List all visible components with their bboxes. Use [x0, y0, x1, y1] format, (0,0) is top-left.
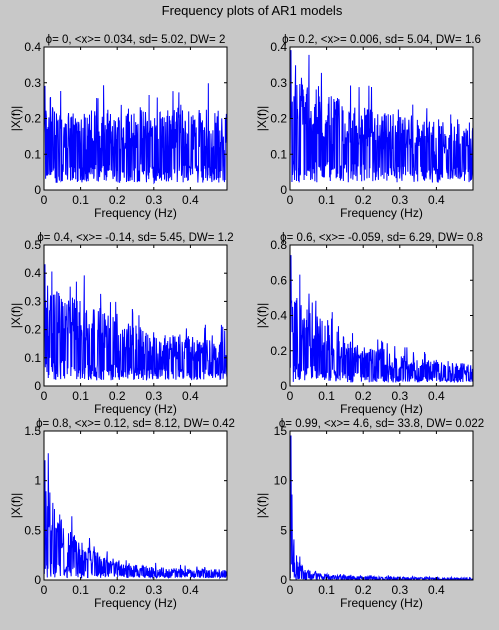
y-tick-label: 0	[34, 573, 41, 587]
subplot-2: 0 0.1 0.2 0.3 0.400.10.20.30.4ϕ= 0.2, <x>= 0…	[255, 34, 481, 220]
axes-frame	[289, 430, 474, 581]
y-tick-label: 0	[280, 183, 287, 197]
x-tick-label: 0.4	[182, 193, 199, 207]
y-tick-label: 0.3	[270, 76, 287, 90]
y-tick-label: 0.2	[24, 323, 41, 337]
y-tick-label: 0	[34, 379, 41, 393]
x-tick-label: 0.4	[428, 193, 445, 207]
y-axis-label: |X(f)|	[9, 493, 23, 519]
y-tick-label: 0.4	[24, 266, 41, 280]
subplot-title: ϕ= 0.4, <x>= -0.14, sd= 5.45, DW= 1.2	[37, 232, 233, 244]
y-tick-label: 0.1	[24, 147, 41, 161]
x-tick-label: 0.2	[109, 583, 126, 597]
subplot-title: ϕ= 0.99, <x>= 4.6, sd= 33.8, DW= 0.022	[279, 418, 484, 430]
x-tick-label: 0.2	[355, 389, 372, 403]
x-tick-label: 0.2	[355, 193, 372, 207]
y-tick-label: 0.2	[270, 344, 287, 358]
x-tick-label: 0.1	[72, 193, 89, 207]
x-tick-label: 0	[41, 583, 48, 597]
axes-frame	[43, 244, 228, 387]
subplot-title: ϕ= 0.2, <x>= 0.006, sd= 5.04, DW= 1.6	[282, 34, 481, 46]
y-tick-label: 0.3	[24, 76, 41, 90]
x-tick-label: 0	[41, 389, 48, 403]
subplot-1: 0 0.1 0.2 0.3 0.4 0 0.1 0.2 0.3 0.4 ϕ= 0, <x>= 0.0…	[9, 34, 228, 220]
x-tick-label: 0	[287, 193, 294, 207]
y-tick-label: 0.5	[24, 238, 41, 252]
x-tick-label: 0.3	[391, 193, 408, 207]
subplot-title: ϕ= 0.8, <x>= 0.12, sd= 8.12, DW= 0.42	[36, 418, 235, 430]
x-tick-label: 0.1	[72, 389, 89, 403]
y-axis-label: |X(f)|	[255, 493, 269, 519]
subplot-5: 0 0.1 0.2 0.3 0.4 0 0.5 1 1.5ϕ= 0.8, <x>= 0.12, …	[9, 418, 235, 610]
y-tick-label: 0	[280, 573, 287, 587]
axes-frame	[43, 430, 228, 581]
y-tick-label: 0.2	[24, 112, 41, 126]
spectrum-line	[44, 83, 227, 185]
x-tick-label: 0.3	[145, 583, 162, 597]
x-tick-label: 0	[287, 583, 294, 597]
x-tick-label: 0.4	[182, 583, 199, 597]
y-tick-label: 0.3	[24, 294, 41, 308]
y-tick-label: 10	[274, 474, 288, 488]
y-tick-label: 0.4	[270, 309, 287, 323]
x-axis-label: Frequency (Hz)	[94, 402, 177, 416]
x-tick-label: 0	[287, 389, 294, 403]
x-tick-label: 0.3	[391, 389, 408, 403]
spectrum-line	[290, 435, 473, 580]
y-tick-label: 0.1	[270, 147, 287, 161]
x-axis-label: Frequency (Hz)	[340, 402, 423, 416]
spectrum-line	[290, 255, 473, 384]
y-tick-label: 1	[34, 474, 41, 488]
subplot-title: ϕ= 0.6, <x>= -0.059, sd= 6.29, DW= 0.8	[280, 232, 483, 244]
x-tick-label: 0.2	[109, 389, 126, 403]
y-axis-label: |X(f)|	[9, 106, 23, 132]
x-axis-label: Frequency (Hz)	[340, 206, 423, 220]
x-tick-label: 0.4	[182, 389, 199, 403]
x-tick-label: 0.1	[318, 389, 335, 403]
y-axis-label: |X(f)|	[255, 303, 269, 329]
x-axis-label: Frequency (Hz)	[94, 206, 177, 220]
spectrum-line	[44, 264, 227, 381]
y-tick-label: 15	[274, 424, 288, 438]
x-tick-label: 0.1	[72, 583, 89, 597]
y-axis-label: |X(f)|	[9, 303, 23, 329]
x-tick-label: 0.3	[145, 389, 162, 403]
x-tick-label: 0.3	[391, 583, 408, 597]
subplot-title: ϕ= 0, <x>= 0.034, sd= 5.02, DW= 2	[46, 34, 226, 46]
y-tick-label: 0.1	[24, 351, 41, 365]
spectrum-line	[290, 50, 473, 183]
y-tick-label: 0.6	[270, 273, 287, 287]
x-tick-label: 0.2	[355, 583, 372, 597]
x-tick-label: 0.4	[428, 583, 445, 597]
y-tick-label: 1.5	[24, 424, 41, 438]
x-axis-label: Frequency (Hz)	[94, 596, 177, 610]
axes-background	[290, 431, 473, 580]
x-tick-label: 0.3	[145, 193, 162, 207]
y-tick-label: 0.4	[24, 40, 41, 54]
x-tick-label: 0.1	[318, 583, 335, 597]
x-tick-label: 0	[41, 193, 48, 207]
spectrum-line	[44, 453, 227, 580]
subplot-6: 0 0.1 0.2 0.3 0.4 0 5 10 15ϕ= 0.99, <x>= 4.6, sd…	[255, 418, 484, 610]
y-tick-label: 0.4	[270, 40, 287, 54]
x-tick-label: 0.1	[318, 193, 335, 207]
y-tick-label: 5	[280, 523, 287, 537]
subplot-3: 0 0.1 0.2 0.3 0.4 0 0.1 0.2 0.3 0.4 0.5ϕ= 0.4, <x>…	[9, 232, 234, 416]
y-tick-label: 0	[280, 379, 287, 393]
figure-title: Frequency plots of AR1 models	[162, 3, 343, 18]
x-tick-label: 0.2	[109, 193, 126, 207]
y-axis-label: |X(f)|	[255, 106, 269, 132]
x-axis-label: Frequency (Hz)	[340, 596, 423, 610]
y-tick-label: 0.8	[270, 238, 287, 252]
y-tick-label: 0	[34, 183, 41, 197]
x-tick-label: 0.4	[428, 389, 445, 403]
y-tick-label: 0.2	[270, 112, 287, 126]
subplot-4: 0 0.1 0.2 0.3 0.4 0 0.2 0.4 0.6 0.8ϕ= 0.6, <x>= -…	[255, 232, 483, 416]
y-tick-label: 0.5	[24, 523, 41, 537]
subplot-grid: 0 0.1 0.2 0.3 0.4 0 0.1 0.2 0.3 0.4 ϕ= 0, <x>= 0.0…	[9, 34, 484, 610]
